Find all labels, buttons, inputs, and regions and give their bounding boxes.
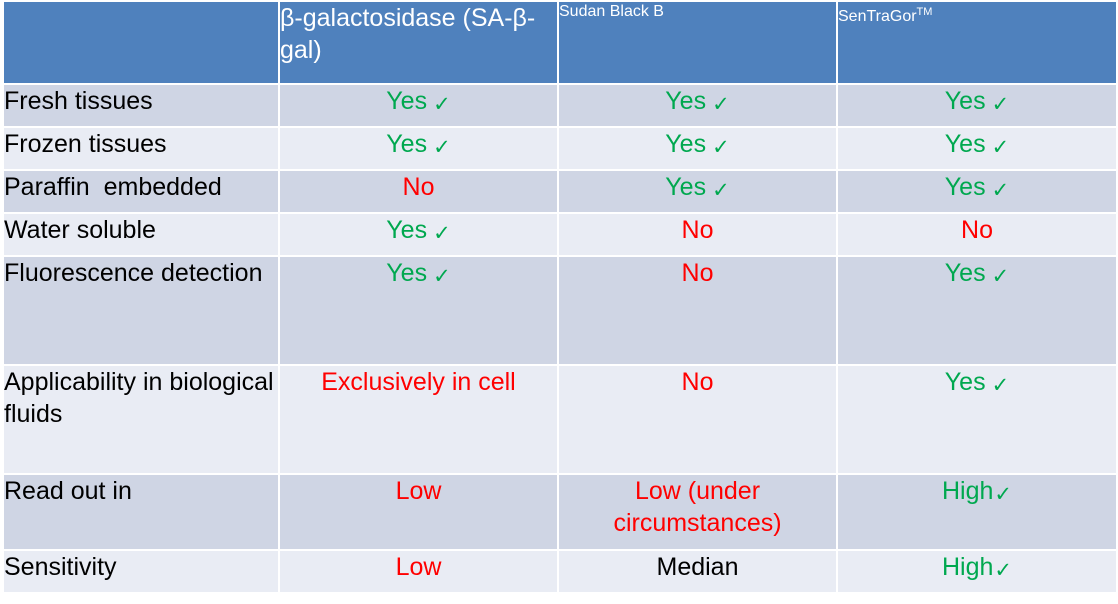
cell-value: High	[941, 553, 994, 581]
row-label: Sensitivity	[2, 549, 280, 594]
table-row: Read out in Low Low (under circumstances…	[2, 473, 1118, 551]
check-icon: ✓	[712, 178, 730, 202]
table-cell: Yes ✓	[557, 126, 838, 171]
table-cell: Yes ✓	[557, 169, 838, 214]
table-cell: Low	[278, 549, 559, 594]
table-cell: High✓	[836, 473, 1118, 551]
cell-value: Yes	[944, 368, 986, 396]
table-cell: Low (under circumstances)	[557, 473, 838, 551]
table-cell: No	[557, 212, 838, 257]
cell-value: No	[681, 216, 714, 244]
table-cell: Yes ✓	[836, 364, 1118, 475]
trademark-mark: TM	[916, 6, 933, 18]
cell-value: High	[941, 477, 994, 505]
cell-value: Median	[656, 553, 739, 581]
row-label: Frozen tissues	[2, 126, 280, 171]
check-icon: ✓	[991, 135, 1010, 159]
table-cell: Yes ✓	[836, 255, 1118, 366]
header-sa-beta-gal: β-galactosidase (SA-β-gal)	[278, 0, 559, 85]
cell-value: Yes	[386, 87, 428, 115]
table-cell: No	[557, 255, 838, 366]
table-cell: Yes ✓	[278, 212, 559, 257]
cell-value: Low	[395, 477, 442, 505]
row-label: Read out in	[2, 473, 280, 551]
table-cell: No	[278, 169, 559, 214]
check-icon: ✓	[994, 482, 1013, 506]
table-row: Frozen tissues Yes ✓ Yes ✓ Yes ✓	[2, 126, 1118, 171]
table-row: Water soluble Yes ✓ No No	[2, 212, 1118, 257]
table-cell: Yes ✓	[278, 255, 559, 366]
row-label: Water soluble	[2, 212, 280, 257]
row-label: Fluorescence detection	[2, 255, 280, 366]
table-cell: Yes ✓	[278, 126, 559, 171]
cell-value: Yes	[944, 87, 986, 115]
check-icon: ✓	[433, 135, 451, 159]
check-icon: ✓	[991, 92, 1010, 116]
cell-value: Exclusively in cell	[321, 368, 516, 396]
table-cell: Yes ✓	[557, 83, 838, 128]
cell-value: Low	[395, 553, 442, 581]
header-sentragor-name: SenTraGor	[838, 8, 917, 25]
header-sentragor: SenTraGorTM	[836, 0, 1118, 85]
table-row: Paraffin embedded No Yes ✓ Yes ✓	[2, 169, 1118, 214]
cell-value: Yes	[665, 87, 707, 115]
row-label: Applicability in biological fluids	[2, 364, 280, 475]
check-icon: ✓	[433, 92, 451, 116]
header-sudan-black-b: Sudan Black B	[557, 0, 838, 85]
table-cell: Low	[278, 473, 559, 551]
cell-value: Low (under circumstances)	[613, 477, 782, 537]
cell-value: Yes	[386, 216, 428, 244]
table-row: Applicability in biological fluids Exclu…	[2, 364, 1118, 475]
check-icon: ✓	[433, 264, 451, 288]
header-empty-cell	[2, 0, 280, 85]
table-cell: No	[557, 364, 838, 475]
table-row: Sensitivity Low Median High✓	[2, 549, 1118, 594]
row-label: Paraffin embedded	[2, 169, 280, 214]
table-cell: Yes ✓	[836, 126, 1118, 171]
table-cell: Yes ✓	[836, 83, 1118, 128]
table-cell: Exclusively in cell	[278, 364, 559, 475]
cell-value: No	[961, 216, 993, 244]
cell-value: Yes	[944, 259, 986, 287]
cell-value: Yes	[665, 130, 707, 158]
check-icon: ✓	[991, 373, 1010, 397]
table-cell: No	[836, 212, 1118, 257]
table-row: Fluorescence detection Yes ✓ No Yes ✓	[2, 255, 1118, 366]
cell-value: Yes	[944, 130, 986, 158]
cell-value: Yes	[665, 173, 707, 201]
table-row: Fresh tissues Yes ✓ Yes ✓ Yes ✓	[2, 83, 1118, 128]
table-cell: Yes ✓	[836, 169, 1118, 214]
cell-value: No	[681, 259, 714, 287]
row-label: Fresh tissues	[2, 83, 280, 128]
cell-value: Yes	[386, 130, 428, 158]
check-icon: ✓	[994, 558, 1013, 582]
check-icon: ✓	[991, 178, 1010, 202]
check-icon: ✓	[433, 221, 451, 245]
cell-value: No	[402, 173, 435, 201]
table-cell: High✓	[836, 549, 1118, 594]
table-cell: Yes ✓	[278, 83, 559, 128]
header-row: β-galactosidase (SA-β-gal) Sudan Black B…	[2, 0, 1118, 85]
cell-value: No	[681, 368, 714, 396]
table-cell: Median	[557, 549, 838, 594]
check-icon: ✓	[712, 92, 730, 116]
check-icon: ✓	[712, 135, 730, 159]
check-icon: ✓	[991, 264, 1010, 288]
cell-value: Yes	[386, 259, 428, 287]
cell-value: Yes	[944, 173, 986, 201]
